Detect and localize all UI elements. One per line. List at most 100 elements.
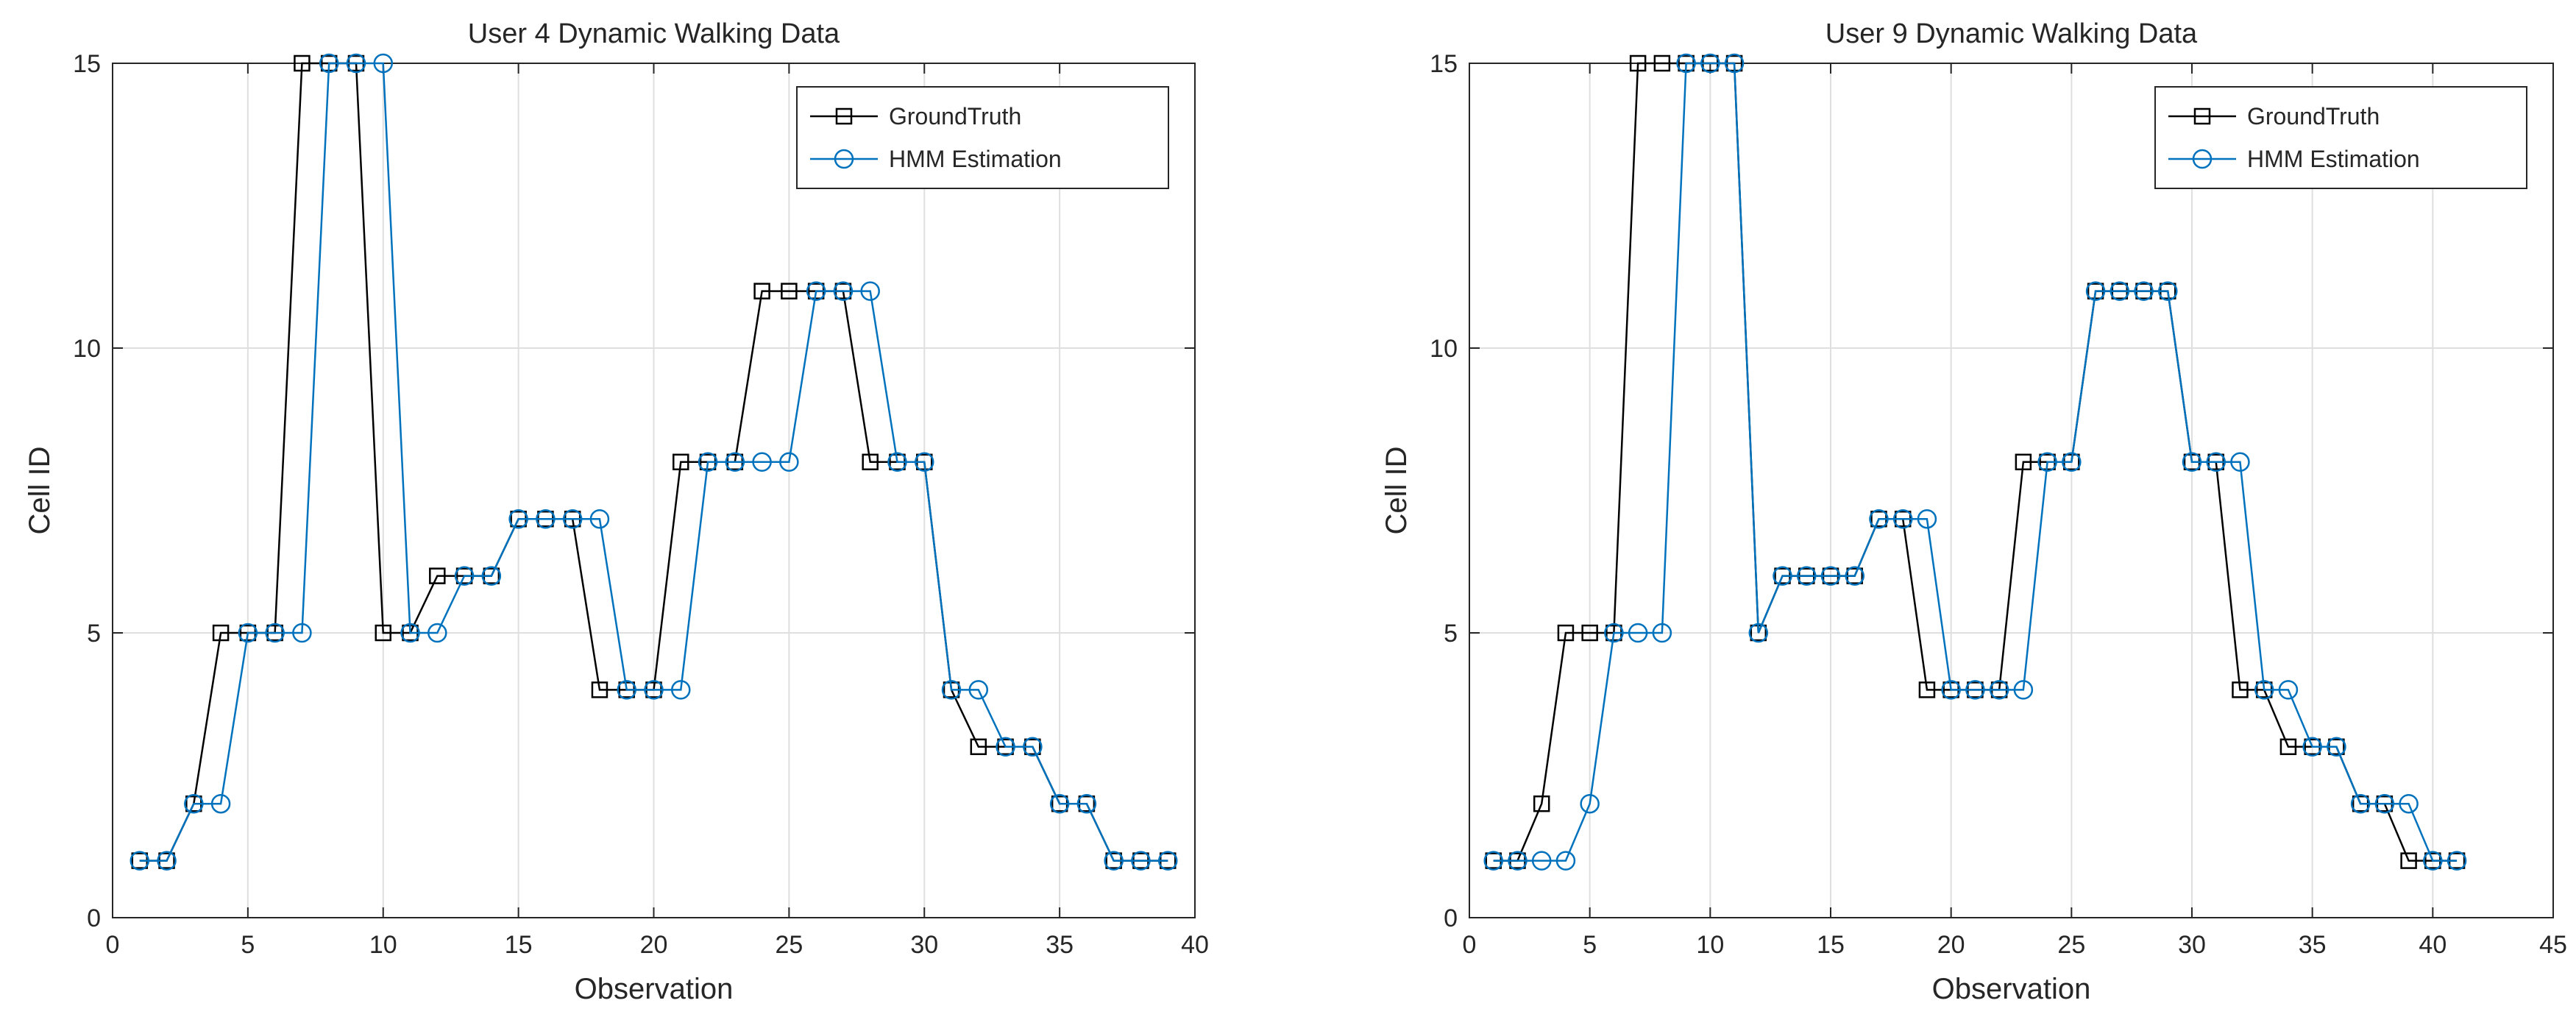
data-point-circle [319, 53, 339, 74]
data-point-circle [2182, 452, 2202, 472]
x-tick-label: 40 [2419, 931, 2447, 959]
data-point-circle [1157, 851, 1178, 871]
y-tick-label: 15 [1430, 50, 1458, 78]
x-tick-label: 15 [505, 931, 533, 959]
x-tick-label: 5 [1583, 931, 1597, 959]
x-tick-label: 40 [1181, 931, 1209, 959]
data-point-circle [806, 281, 826, 301]
data-point-circle [1892, 509, 1913, 529]
data-point-circle [1076, 793, 1097, 814]
data-point-circle [725, 452, 745, 472]
x-tick-label: 10 [369, 931, 397, 959]
data-point-square [2400, 852, 2417, 869]
data-point-circle [1748, 623, 1769, 643]
data-point-square [673, 453, 689, 471]
x-tick-label: 5 [241, 931, 255, 959]
data-point-circle [2254, 680, 2274, 700]
data-point-square [862, 453, 879, 471]
data-point-circle [1917, 509, 1937, 529]
data-point-circle [157, 851, 177, 871]
legend-label: HMM Estimation [2247, 146, 2420, 172]
y-tick-label: 10 [73, 335, 101, 363]
y-axis-label: Cell ID [24, 446, 56, 534]
data-point-circle [644, 680, 664, 700]
data-point-circle [400, 623, 420, 643]
x-tick-label: 30 [2178, 931, 2206, 959]
legend-marker-circle [2192, 149, 2213, 169]
data-point-circle [562, 509, 583, 529]
chart-panel-1: 0 5 10 15 20 25 30 35 40 0 5 10 15 User 4 Dynamic Wal… [24, 18, 1209, 1005]
legend-marker-square [2193, 107, 2211, 125]
data-point-circle [2230, 452, 2250, 472]
data-point-circle [1797, 566, 1817, 586]
data-point-square [429, 567, 446, 584]
data-point-circle [1845, 566, 1864, 586]
legend-label: HMM Estimation [889, 146, 1062, 172]
data-point-circle [2062, 452, 2082, 472]
data-point-circle [1023, 737, 1043, 757]
data-point-circle [698, 452, 718, 472]
data-point-square [1629, 54, 1647, 72]
axes-box [1469, 63, 2554, 918]
data-point-square [212, 624, 230, 642]
x-tick-label: 20 [1937, 931, 1965, 959]
legend: GroundTruth HMM Estimation [2154, 86, 2527, 189]
y-tick-label: 5 [1444, 620, 1458, 648]
data-point-circle [1700, 53, 1720, 74]
data-point-square [591, 681, 608, 698]
data-point-square [1533, 795, 1550, 812]
series-hmm-estimation [129, 53, 1178, 871]
data-point-circle [2374, 793, 2395, 814]
data-point-circle [1131, 851, 1151, 871]
data-point-square [2015, 453, 2032, 471]
data-point-circle [2085, 281, 2106, 301]
data-point-circle [2302, 737, 2322, 757]
data-point-circle [2423, 851, 2443, 871]
data-point-square [753, 283, 770, 300]
data-point-circle [860, 281, 880, 301]
x-tick-label: 20 [640, 931, 668, 959]
data-point-circle [1773, 566, 1792, 586]
legend-label: GroundTruth [889, 103, 1021, 130]
data-point-circle [752, 452, 772, 472]
data-point-square [1918, 681, 1936, 698]
x-tick-label: 30 [910, 931, 938, 959]
data-point-circle [1104, 851, 1124, 871]
data-point-circle [1483, 851, 1503, 871]
data-point-circle [1652, 623, 1672, 643]
data-point-circle [1676, 53, 1696, 74]
data-point-circle [536, 509, 556, 529]
data-point-circle [346, 53, 366, 74]
data-point-circle [1580, 793, 1600, 814]
data-point-circle [2037, 452, 2057, 472]
data-point-circle [2158, 281, 2178, 301]
data-point-square [375, 624, 391, 642]
data-point-circle [427, 623, 447, 643]
data-point-circle [265, 623, 285, 643]
legend-box [796, 86, 1169, 189]
data-point-square [781, 283, 798, 300]
data-point-circle [2399, 793, 2419, 814]
x-tick-label: 10 [1696, 931, 1724, 959]
data-point-circle [617, 680, 636, 700]
data-point-square [294, 54, 311, 72]
data-point-circle [2447, 851, 2467, 871]
data-point-circle [2013, 680, 2034, 700]
data-point-circle [481, 566, 502, 586]
legend-label: GroundTruth [2247, 103, 2380, 130]
x-tick-label: 35 [1046, 931, 1074, 959]
data-point-circle [968, 680, 989, 700]
data-point-circle [454, 566, 475, 586]
legend-marker-square [835, 107, 853, 125]
chart-title: User 9 Dynamic Walking Data [1825, 18, 2198, 49]
data-point-circle [1724, 53, 1745, 74]
data-point-circle [1531, 851, 1552, 871]
x-tick-label: 25 [775, 931, 803, 959]
data-point-circle [1869, 509, 1889, 529]
data-point-circle [941, 680, 962, 700]
x-axis-label: Observation [1932, 973, 2091, 1005]
data-point-circle [2278, 680, 2299, 700]
data-point-circle [915, 452, 934, 472]
data-point-circle [589, 509, 610, 529]
